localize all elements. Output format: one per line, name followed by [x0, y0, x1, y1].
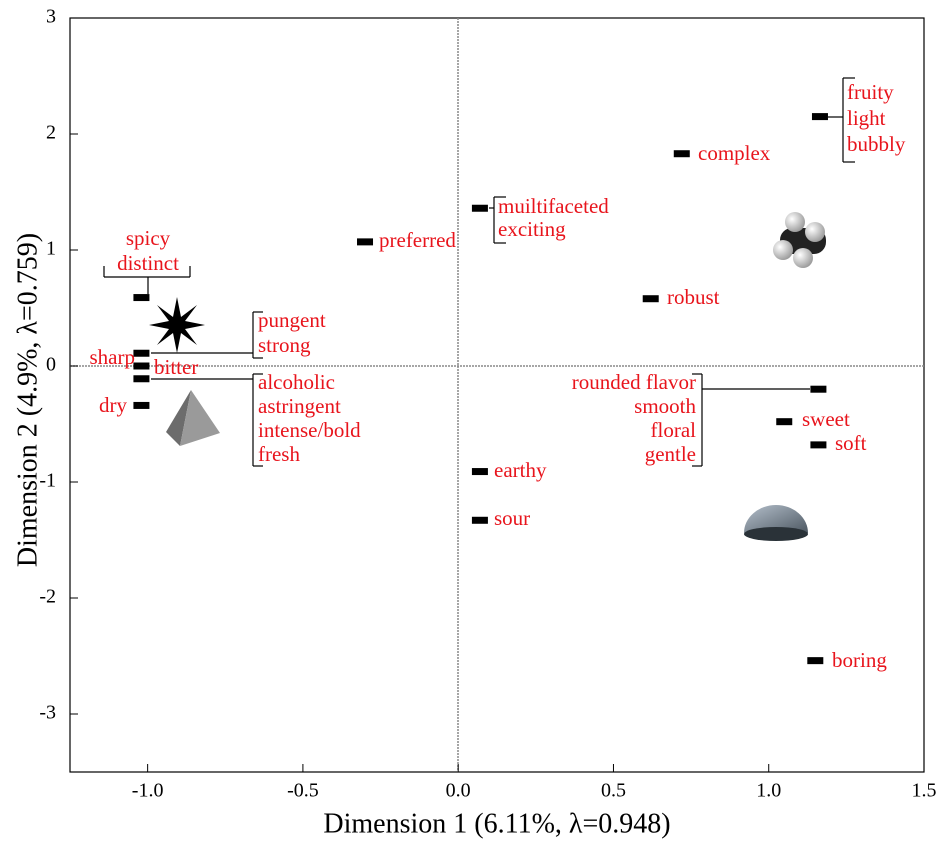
icon-star: [149, 297, 205, 353]
point: [776, 418, 792, 425]
point-label: spicy: [126, 226, 171, 250]
point-label: dry: [99, 393, 127, 417]
point-label: pungent: [258, 308, 326, 332]
point-label: complex: [698, 141, 771, 165]
x-tick-label: 1.0: [756, 780, 781, 802]
point: [133, 350, 149, 357]
point-label: fruity: [847, 80, 894, 104]
point: [133, 294, 149, 301]
point: [807, 657, 823, 664]
y-tick-label: 1: [46, 238, 56, 260]
icon-pyramid: [166, 390, 220, 446]
y-tick-label: -2: [39, 586, 56, 608]
x-tick-label: -1.0: [132, 780, 164, 802]
x-tick-label: 0.0: [446, 780, 471, 802]
point-label: rounded flavor: [572, 370, 696, 394]
y-tick-label: -3: [39, 702, 56, 724]
point-label: intense/bold: [258, 418, 361, 442]
point-label: sharp: [90, 345, 136, 369]
x-tick-label: -0.5: [287, 780, 319, 802]
point: [812, 113, 828, 120]
point-label: robust: [667, 285, 720, 309]
point-label: floral: [651, 418, 697, 442]
point-label: sour: [494, 506, 530, 530]
point: [674, 150, 690, 157]
point: [472, 205, 488, 212]
icon-molecule: [773, 212, 826, 268]
point-label: astringent: [258, 394, 341, 418]
point-label: muiltifaceted: [498, 194, 609, 218]
point: [472, 468, 488, 475]
x-axis-title: Dimension 1 (6.11%, λ=0.948): [323, 808, 670, 839]
point-label: sweet: [802, 407, 850, 431]
point: [133, 375, 149, 382]
point-label: smooth: [634, 394, 696, 418]
point: [133, 363, 149, 370]
point-label: fresh: [258, 442, 300, 466]
point: [357, 238, 373, 245]
point: [133, 402, 149, 409]
point-label: alcoholic: [258, 370, 335, 394]
point-label: gentle: [645, 442, 696, 466]
point-label: strong: [258, 333, 311, 357]
point: [810, 441, 826, 448]
point-label: bitter: [154, 355, 198, 379]
point-label: distinct: [117, 251, 179, 275]
icon-dome: [744, 505, 808, 541]
point-label: light: [847, 106, 886, 130]
point: [472, 517, 488, 524]
point-label: bubbly: [847, 132, 906, 156]
chart: Dimension 1 (6.11%, λ=0.948) Dimension 2…: [0, 0, 943, 848]
y-tick-label: 3: [46, 6, 56, 28]
y-axis-title: Dimension 2 (4.9%, λ=0.759): [12, 233, 43, 567]
y-tick-label: -1: [39, 470, 56, 492]
point-label: boring: [832, 648, 887, 672]
y-tick-label: 0: [46, 354, 56, 376]
point-label: earthy: [494, 458, 547, 482]
point: [810, 386, 826, 393]
plot-frame: [70, 18, 924, 772]
x-tick-label: 1.5: [912, 780, 937, 802]
point: [643, 295, 659, 302]
point-label: preferred: [379, 228, 456, 252]
point-label: soft: [835, 431, 867, 455]
point-label: exciting: [498, 217, 566, 241]
y-tick-label: 2: [46, 122, 56, 144]
x-tick-label: 0.5: [601, 780, 626, 802]
